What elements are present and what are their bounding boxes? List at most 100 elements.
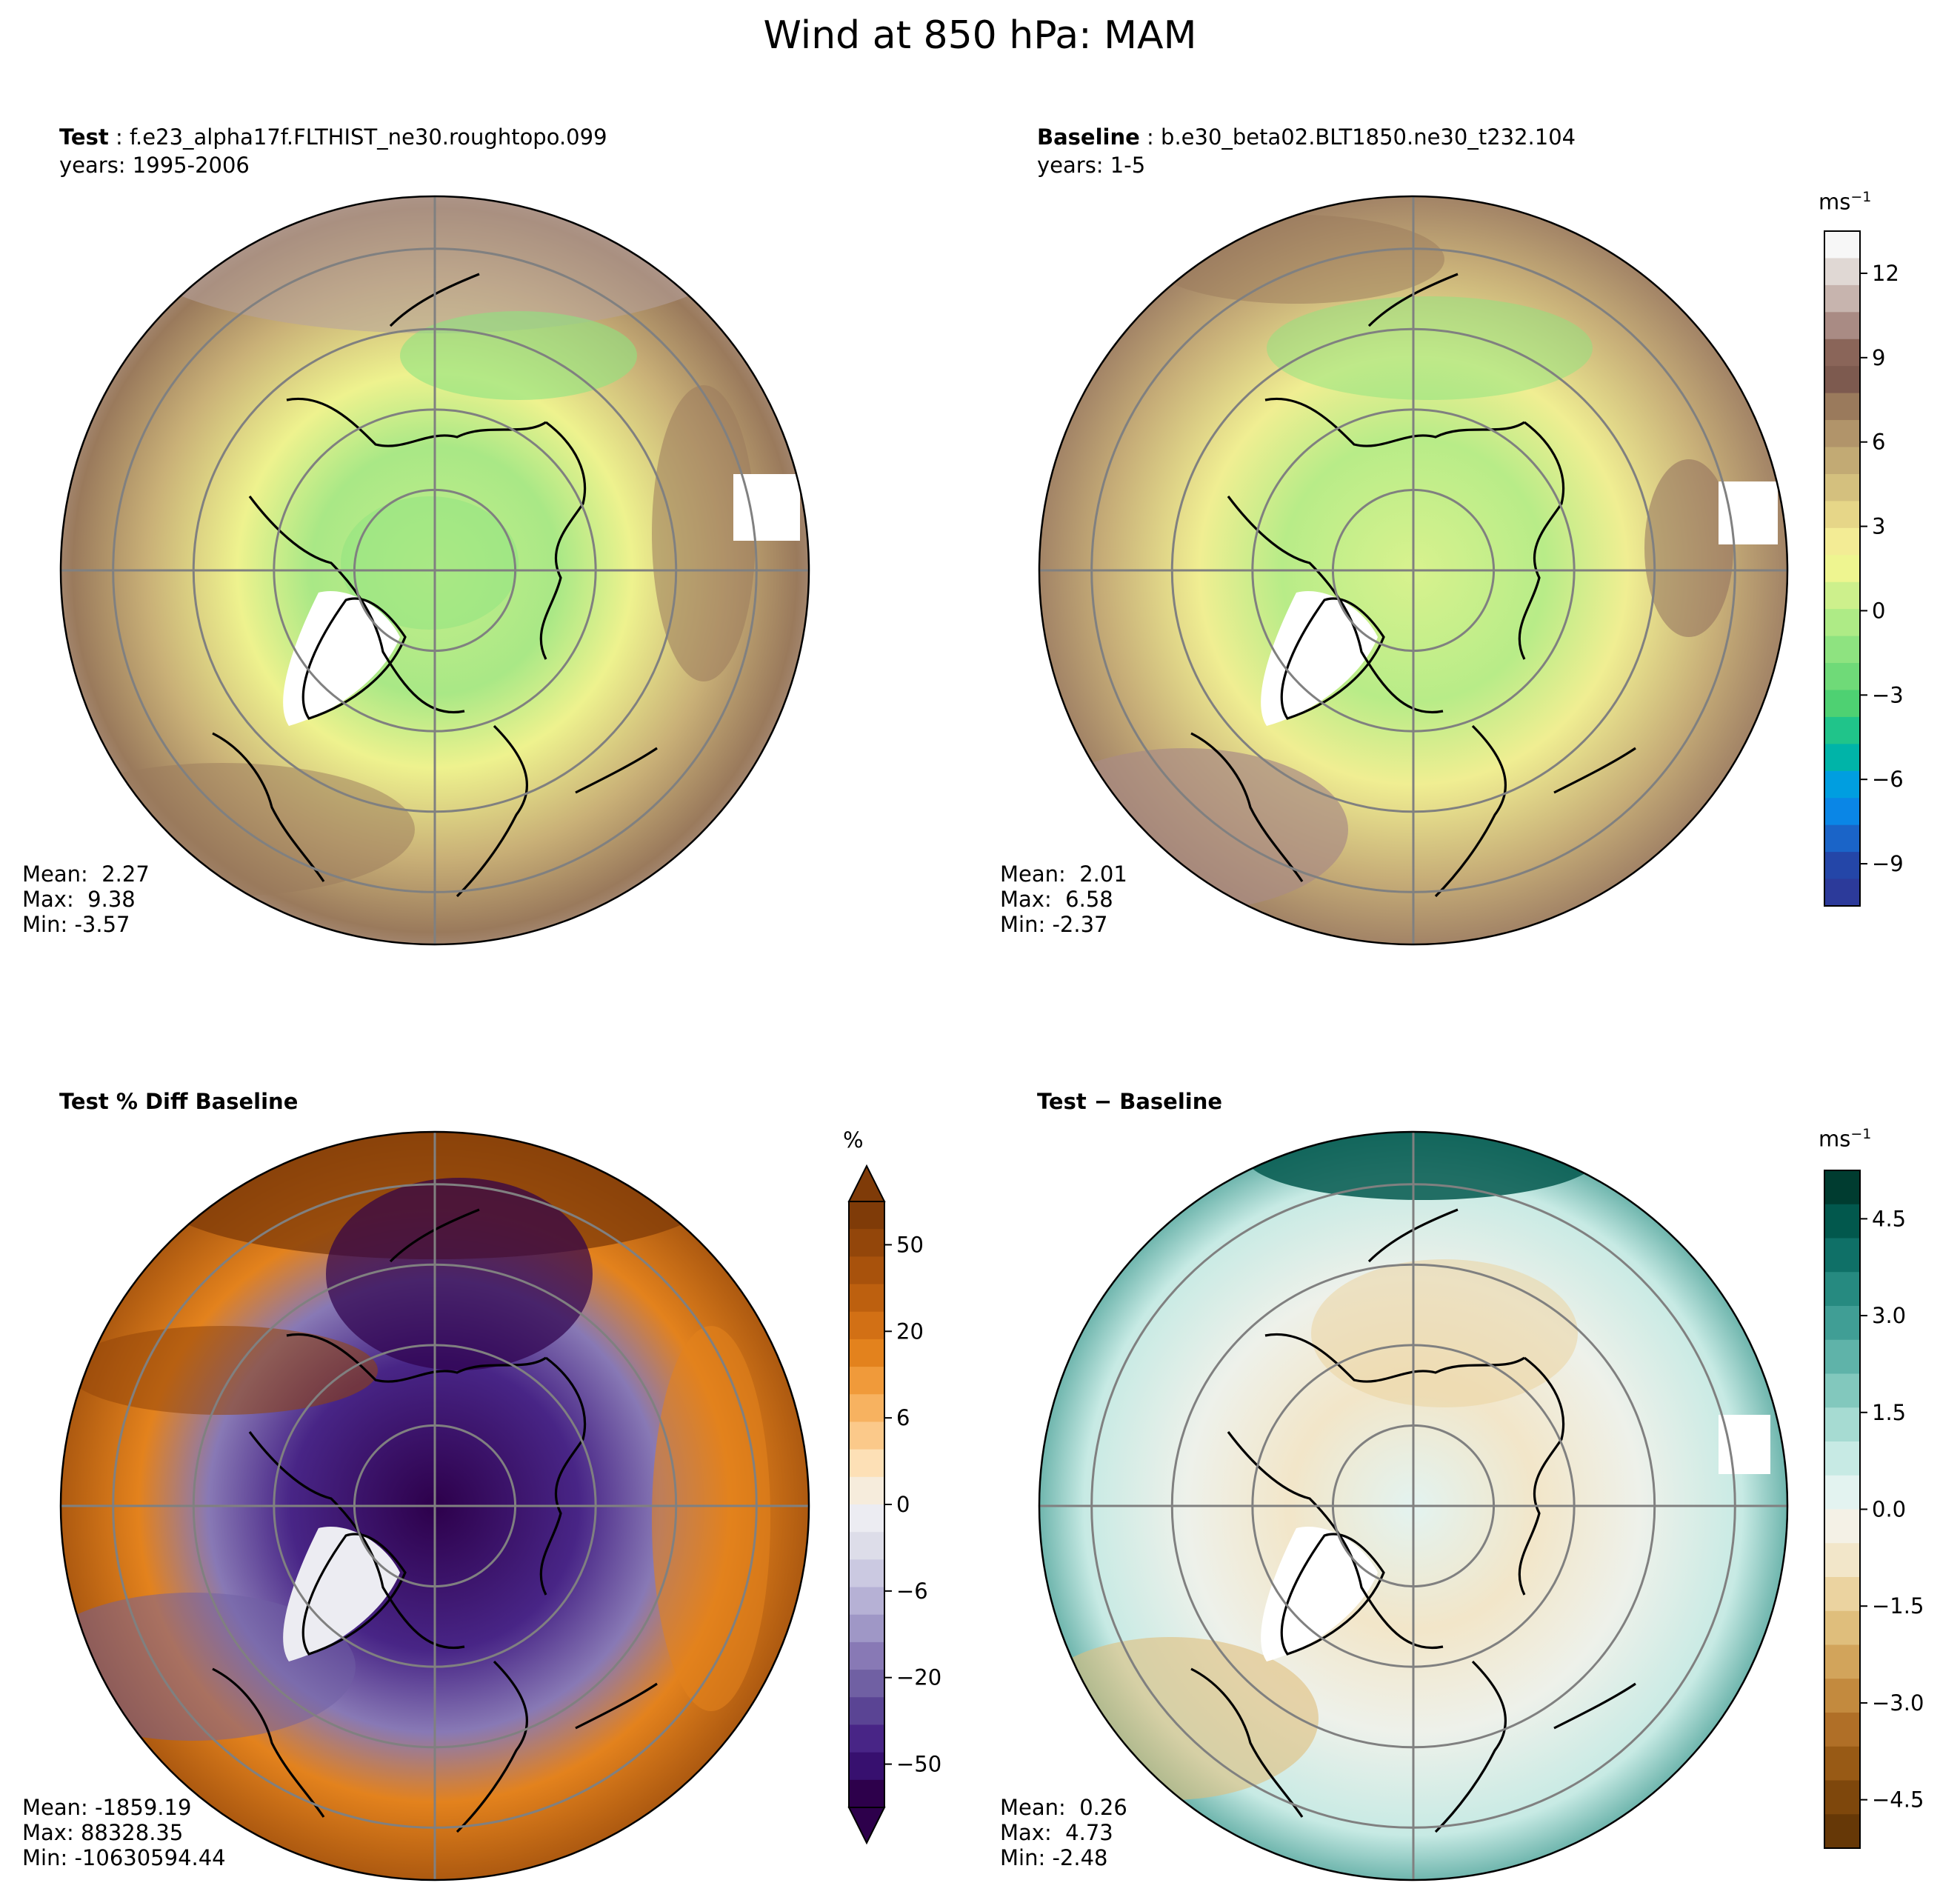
baseline-stats: Mean: 2.01 Max: 6.58 Min: -2.37 [1000, 861, 1127, 937]
coastline [1367, 273, 1459, 327]
colorbar-tick-label: 9 [1872, 345, 1885, 370]
colorbar-segment [849, 1670, 884, 1698]
coastline [1280, 597, 1385, 720]
map-diff [1039, 1132, 1787, 1880]
colorbar-segment [1824, 581, 1860, 610]
negative-region [1039, 1637, 1319, 1800]
colorbar-segment [849, 1559, 884, 1588]
greenland-mask [283, 591, 400, 726]
coastline [286, 1333, 547, 1383]
colorbar-tick-label: 50 [896, 1232, 924, 1257]
coastline [1553, 747, 1636, 794]
baseline-years: years: 1-5 [1037, 153, 1146, 178]
colorbar-segment [849, 1284, 884, 1313]
coastline [575, 1682, 658, 1730]
colorbar-segment [1824, 1407, 1860, 1442]
colorbar-segment [1824, 1339, 1860, 1375]
colorbar-segment [849, 1201, 884, 1230]
map-baseline [1039, 196, 1787, 944]
pct-diff-panel-title: Test % Diff Baseline [59, 1089, 299, 1114]
low-wind-area [400, 311, 637, 400]
coastline [301, 597, 407, 720]
jet-band [1644, 459, 1733, 637]
colorbar-segment [1824, 609, 1860, 637]
low-wind-area [341, 496, 519, 630]
colorbar-segment [1824, 1475, 1860, 1510]
colorbar-tick-label: 6 [1872, 430, 1885, 455]
colorbar-segment [1824, 716, 1860, 744]
colorbar-tick-label: −1.5 [1872, 1593, 1924, 1619]
coastline [1518, 1356, 1565, 1596]
positive-region [652, 1326, 770, 1711]
colorbar-segment [1824, 824, 1860, 853]
colorbar-tick-label: 3.0 [1872, 1303, 1906, 1328]
colorbar-segment [1824, 690, 1860, 718]
test-case-name: f.e23_alpha17f.FLTHIST_ne30.roughtopo.09… [129, 124, 607, 150]
colorbar-segment [1824, 258, 1860, 286]
stat-min: Min: -10630594.44 [22, 1845, 226, 1870]
colorbar-segment [849, 1641, 884, 1670]
coastline [1434, 724, 1507, 898]
colorbar-pct-unit: % [843, 1127, 864, 1153]
stat-max: Max: 6.58 [1000, 887, 1113, 912]
test-label: Test [59, 124, 109, 150]
greenland-mask [1261, 591, 1378, 726]
greenland-mask [1261, 1527, 1378, 1661]
colorbar-extend-max [847, 1164, 886, 1202]
colorbar-tick-label: 0 [1872, 598, 1885, 623]
colorbar-tick-label: −6 [1872, 767, 1904, 792]
colorbar-main: 12 9 6 3 0 −3 −6 −9 [1824, 230, 1904, 907]
map-overlay [1039, 196, 1787, 944]
jet-band [1039, 748, 1348, 911]
stat-mean: Mean: 0.26 [1000, 1795, 1127, 1820]
coastline [389, 273, 480, 327]
stat-min: Min: -2.48 [1000, 1845, 1108, 1870]
colorbar-tick-label: −3.0 [1872, 1690, 1924, 1716]
coastline [212, 732, 325, 882]
colorbar-segment [1824, 636, 1860, 664]
stat-max: Max: 4.73 [1000, 1820, 1113, 1845]
colorbar-segment [1824, 312, 1860, 340]
coastline [248, 1431, 465, 1650]
map-overlay [61, 1132, 809, 1880]
coastline [248, 496, 465, 714]
diff-stats: Mean: 0.26 Max: 4.73 Min: -2.48 [1000, 1795, 1127, 1870]
jet-band [1148, 215, 1444, 304]
colorbar-segment [849, 1476, 884, 1505]
colorbar-segment [1824, 1610, 1860, 1646]
colorbar-tick-label: 4.5 [1872, 1206, 1906, 1231]
colorbar-segment [1824, 555, 1860, 583]
figure-title: Wind at 850 hPa: MAM [763, 13, 1197, 58]
colorbar-segment [849, 1779, 884, 1808]
stat-min: Min: -3.57 [22, 912, 130, 937]
coastline [539, 421, 587, 660]
colorbar-diff: 4.5 3.0 1.5 0.0 −1.5 −3.0 −4.5 [1824, 1170, 1924, 1849]
colorbar-segment [849, 1339, 884, 1367]
colorbar-segment [1824, 663, 1860, 691]
colorbar-extend-min [847, 1807, 886, 1845]
colorbar-segment [1824, 1238, 1860, 1273]
colorbar-tick-label: 0 [896, 1492, 910, 1517]
coastline [1367, 1208, 1459, 1263]
coastline [1190, 1667, 1304, 1818]
coastline [1434, 1660, 1507, 1833]
colorbar-tick-label: −3 [1872, 682, 1904, 707]
colorbar-segment [1824, 393, 1860, 421]
colorbar-segment [1824, 744, 1860, 772]
colorbar-segment [849, 1367, 884, 1395]
stat-mean: Mean: -1859.19 [22, 1795, 192, 1820]
colorbar-tick-label: −4.5 [1872, 1787, 1924, 1813]
colorbar-tick-label: −6 [896, 1579, 928, 1604]
colorbar-segment [1824, 284, 1860, 313]
colorbar-segment [1824, 501, 1860, 529]
colorbar-segment [849, 1724, 884, 1753]
map-boundary [1038, 1130, 1789, 1881]
colorbar-segment [1824, 852, 1860, 880]
stat-mean: Mean: 2.01 [1000, 861, 1127, 887]
colorbar-tick-label: 6 [896, 1405, 910, 1430]
colorbar-segment [1824, 1373, 1860, 1408]
colorbar-segment [1824, 1543, 1860, 1578]
coastline [1227, 1431, 1444, 1650]
map-boundary [59, 1130, 810, 1881]
coastline [212, 1667, 325, 1818]
